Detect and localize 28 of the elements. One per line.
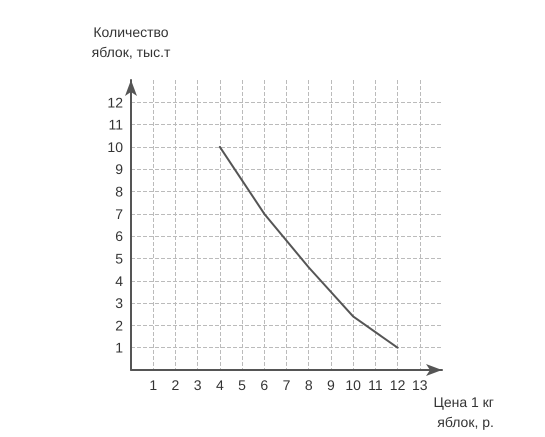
y-tick-label: 2	[115, 317, 124, 334]
y-tick-label: 3	[115, 295, 124, 312]
x-axis-title: Цена 1 кг яблок, р.	[433, 394, 494, 430]
x-tick-label: 8	[304, 377, 313, 393]
y-tick-label: 4	[115, 272, 124, 289]
x-tick-label: 5	[238, 377, 246, 393]
x-tick-label: 4	[216, 377, 224, 393]
y-axis-title: Количество яблок, тыс.т	[92, 24, 171, 60]
x-tick-label: 11	[368, 377, 383, 393]
x-tick-label: 2	[172, 377, 180, 393]
y-tick-label: 7	[115, 206, 124, 222]
x-tick-label: 7	[282, 377, 291, 393]
line-series	[218, 146, 399, 349]
x-tick-label: 10	[345, 377, 362, 393]
x-tick-label: 9	[327, 377, 336, 393]
y-tick-label: 1	[115, 340, 124, 356]
y-tick-label: 12	[107, 94, 124, 110]
y-tick-label: 10	[107, 138, 124, 155]
x-tick-label: 1	[149, 377, 158, 393]
x-tick-label: 13	[412, 377, 428, 393]
y-tick-label: 6	[115, 228, 124, 244]
x-tick-label: 3	[194, 377, 202, 393]
y-tick-label: 5	[115, 250, 124, 266]
x-tick-label: 12	[390, 377, 406, 393]
y-tick-label: 11	[108, 116, 124, 133]
y-tick-label: 9	[115, 161, 124, 178]
y-tick-label: 8	[115, 184, 124, 200]
x-tick-label: 6	[260, 377, 268, 393]
